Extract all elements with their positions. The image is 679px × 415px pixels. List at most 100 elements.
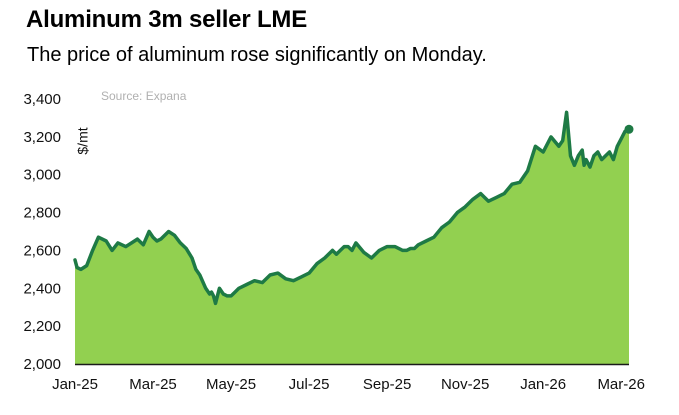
x-axis-ticks: Jan-25 Mar-25 May-25 Jul-25 Sep-25 Nov-25 Jan-… — [52, 376, 645, 393]
data-point — [561, 139, 564, 142]
data-point — [526, 169, 529, 172]
data-point — [284, 277, 287, 280]
data-point — [124, 245, 127, 248]
y-axis-ticks: 2,000 2,200 2,400 2,600 2,800 3,000 3,200 3,400 — [23, 91, 61, 373]
data-point — [487, 200, 490, 203]
data-point — [300, 275, 303, 278]
data-point — [573, 164, 576, 167]
data-point — [608, 151, 611, 154]
x-tick-label: Jan-26 — [520, 376, 566, 393]
data-point — [628, 128, 631, 131]
data-point — [173, 234, 176, 237]
data-point — [456, 211, 459, 214]
data-point — [185, 247, 188, 250]
data-point — [204, 287, 207, 290]
data-point — [130, 241, 133, 244]
data-point — [393, 245, 396, 248]
data-point — [401, 249, 404, 252]
last-data-point — [624, 124, 634, 134]
data-point — [518, 181, 521, 184]
y-tick-label: 2,600 — [23, 242, 61, 259]
data-point — [378, 249, 381, 252]
data-point — [230, 294, 233, 297]
data-point — [495, 196, 498, 199]
data-point — [405, 249, 408, 252]
data-point — [557, 145, 560, 148]
data-point — [583, 164, 586, 167]
y-tick-label: 2,200 — [23, 318, 61, 335]
x-tick-label: Jul-25 — [289, 376, 330, 393]
data-point — [511, 183, 514, 186]
data-point — [351, 249, 354, 252]
chart-title: Aluminum 3m seller LME — [26, 6, 307, 33]
data-point — [624, 130, 627, 133]
data-point — [308, 272, 311, 275]
data-point — [315, 262, 318, 265]
data-point — [417, 243, 420, 246]
data-point — [74, 258, 77, 261]
data-point — [97, 236, 100, 239]
data-point — [276, 272, 279, 275]
data-point — [596, 151, 599, 154]
data-point — [335, 253, 338, 256]
data-point — [210, 291, 213, 294]
data-point — [448, 221, 451, 224]
data-point — [585, 158, 588, 161]
source-note: Source: Expana — [101, 89, 187, 103]
y-tick-label: 2,800 — [23, 205, 61, 222]
data-point — [471, 198, 474, 201]
y-tick-label: 2,400 — [23, 280, 61, 297]
y-tick-label: 3,000 — [23, 167, 61, 184]
data-point — [212, 294, 215, 297]
data-point — [116, 241, 119, 244]
data-point — [620, 137, 623, 140]
price-series-line — [73, 110, 631, 306]
data-point — [214, 302, 217, 305]
y-tick-label: 3,400 — [23, 91, 61, 108]
data-point — [226, 294, 229, 297]
chart-subtitle: The price of aluminum rose significantly… — [27, 44, 487, 66]
data-point — [339, 249, 342, 252]
data-point — [198, 274, 201, 277]
data-point — [194, 268, 197, 271]
data-point — [612, 158, 615, 161]
data-point — [370, 257, 373, 260]
data-point — [269, 274, 272, 277]
data-point — [347, 245, 350, 248]
data-point — [323, 257, 326, 260]
x-tick-label: Nov-25 — [441, 376, 489, 393]
data-point — [167, 230, 170, 233]
data-point — [331, 249, 334, 252]
data-point — [292, 279, 295, 282]
data-point — [440, 226, 443, 229]
data-point — [409, 247, 412, 250]
x-tick-label: Jan-25 — [52, 376, 98, 393]
x-tick-label: May-25 — [206, 376, 256, 393]
data-point — [589, 166, 592, 169]
data-point — [413, 247, 416, 250]
data-point — [479, 192, 482, 195]
x-tick-label: Mar-25 — [129, 376, 177, 393]
data-point — [503, 192, 506, 195]
data-point — [362, 251, 365, 254]
data-point — [91, 249, 94, 252]
data-point — [142, 243, 145, 246]
data-point — [386, 245, 389, 248]
data-point — [136, 238, 139, 241]
data-point — [105, 240, 108, 243]
x-tick-label: Mar-26 — [597, 376, 645, 393]
data-point — [354, 241, 357, 244]
data-point — [85, 264, 88, 267]
data-point — [152, 236, 155, 239]
data-point — [261, 281, 264, 284]
data-point — [542, 151, 545, 154]
data-point — [577, 154, 580, 157]
data-point — [581, 149, 584, 152]
data-point — [218, 287, 221, 290]
data-point — [76, 266, 79, 269]
data-point — [569, 154, 572, 157]
data-point — [534, 145, 537, 148]
data-point — [600, 158, 603, 161]
data-point — [565, 111, 568, 114]
y-tick-label: 2,000 — [23, 356, 61, 373]
